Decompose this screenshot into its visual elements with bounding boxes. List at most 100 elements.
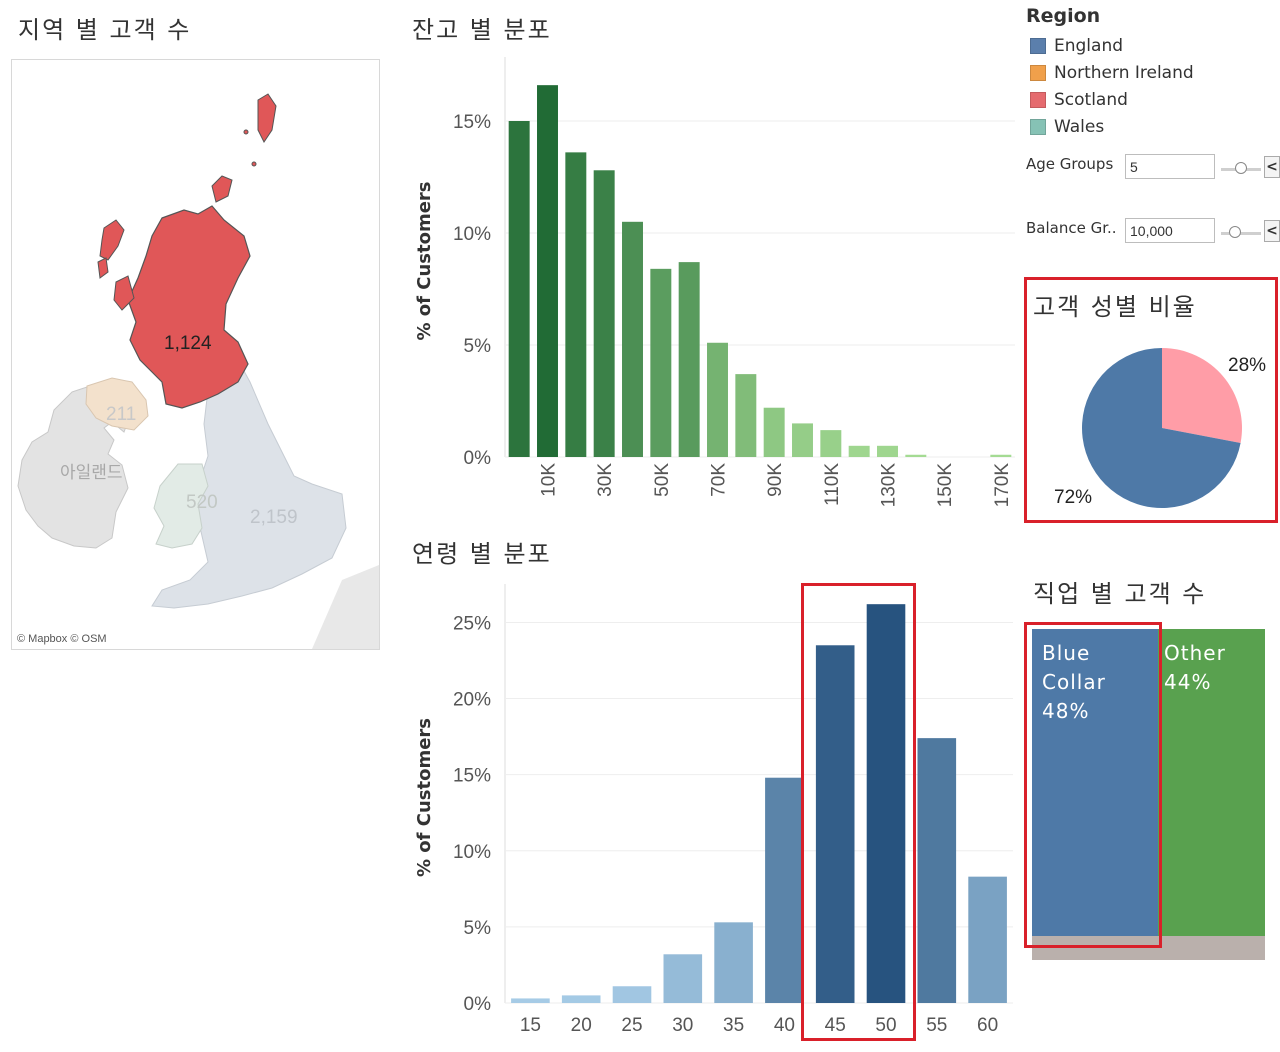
bar[interactable] — [565, 152, 587, 458]
x-tick-label: 50 — [875, 1015, 896, 1036]
bar[interactable] — [917, 738, 957, 1003]
gender-pie-chart[interactable]: 28% 72% — [1030, 330, 1276, 520]
bar[interactable] — [866, 604, 906, 1003]
gender-chart-title: 고객 성별 비율 — [1033, 293, 1197, 321]
highlight-age-45-50 — [801, 583, 916, 1041]
y-tick-label: 15% — [453, 766, 491, 787]
slider-track — [1221, 232, 1261, 235]
shetland-islet — [243, 129, 249, 135]
ireland-shape[interactable] — [17, 381, 131, 549]
age-groups-label: Age Groups — [1026, 155, 1114, 173]
legend-item-northern-ireland[interactable]: Northern Ireland — [1030, 61, 1194, 85]
x-tick-label: 110K — [822, 463, 843, 506]
bar[interactable] — [622, 221, 643, 457]
wales-shape[interactable] — [153, 463, 209, 549]
x-tick-label: 10K — [539, 463, 560, 497]
age-groups-input[interactable] — [1125, 154, 1215, 179]
northern-ireland-count-label: 211 — [106, 404, 136, 425]
bar[interactable] — [663, 954, 703, 1003]
bar[interactable] — [968, 876, 1007, 1003]
highlight-gender-panel — [1024, 277, 1278, 523]
ireland-label: 아일랜드 — [60, 463, 123, 483]
age-distribution-chart[interactable]: 0% 5% 10% 15% 20% 25% % of Customers 15 20 25 30 35… — [405, 578, 1020, 1048]
blue-collar-label: Blue Collar 48% — [1042, 639, 1106, 726]
bar[interactable] — [848, 445, 870, 457]
bar[interactable] — [765, 777, 804, 1003]
legend-label: Wales — [1054, 117, 1105, 137]
bar[interactable] — [508, 121, 530, 457]
x-tick-label: 30K — [595, 463, 616, 497]
shetland-shape — [257, 93, 277, 143]
y-tick-label: 15% — [453, 112, 491, 133]
isle-shape — [97, 257, 109, 279]
occupation-treemap[interactable]: Blue Collar 48% Other 44% — [1032, 629, 1265, 960]
bar[interactable] — [735, 374, 757, 457]
legend-item-wales[interactable]: Wales — [1030, 115, 1104, 139]
y-axis-title: % of Customers — [414, 718, 435, 877]
treemap-tile-other[interactable]: Other 44% — [1158, 629, 1265, 936]
wales-count-label: 520 — [186, 492, 218, 513]
balance-groups-slider[interactable] — [1221, 221, 1261, 241]
age-groups-slider[interactable] — [1221, 157, 1261, 177]
map-attribution[interactable]: © Mapbox © OSM — [17, 633, 107, 645]
bar[interactable] — [905, 454, 927, 457]
bar[interactable] — [612, 986, 652, 1003]
bar[interactable] — [511, 998, 550, 1003]
region-map[interactable]: 1,124 211 아일랜드 520 2,159 © Mapbox © OSM — [11, 59, 380, 650]
slider-thumb[interactable] — [1229, 226, 1241, 238]
balance-groups-input[interactable] — [1125, 218, 1215, 243]
y-tick-label: 20% — [453, 690, 491, 711]
bar[interactable] — [714, 922, 753, 1003]
x-tick-label: 90K — [765, 463, 786, 497]
legend-swatch — [1030, 92, 1046, 108]
y-axis-title: % of Customers — [414, 181, 435, 340]
legend-swatch — [1030, 38, 1046, 54]
bar[interactable] — [792, 423, 813, 457]
bar[interactable] — [877, 445, 898, 457]
x-tick-label: 35 — [723, 1015, 744, 1036]
slider-thumb[interactable] — [1235, 162, 1247, 174]
england-count-label: 2,159 — [250, 507, 298, 528]
other-label: Other 44% — [1164, 639, 1226, 697]
bar[interactable] — [820, 430, 842, 457]
other-pct: 44% — [1164, 670, 1212, 694]
y-tick-label: 5% — [464, 336, 492, 357]
balance-chart-title: 잔고 별 분포 — [412, 16, 552, 44]
treemap-tile-blue-collar[interactable]: Blue Collar 48% — [1032, 629, 1158, 936]
x-tick-label: 20 — [571, 1015, 592, 1036]
legend-item-england[interactable]: England — [1030, 34, 1123, 58]
bar[interactable] — [650, 268, 672, 457]
scotland-shape[interactable] — [127, 205, 251, 409]
bar[interactable] — [593, 170, 615, 457]
fair-isle — [251, 161, 257, 167]
bar[interactable] — [561, 995, 601, 1003]
bar[interactable] — [678, 262, 700, 457]
highlight-blue-collar — [1024, 622, 1162, 948]
legend-label: Northern Ireland — [1054, 63, 1194, 83]
x-tick-label: 25 — [621, 1015, 642, 1036]
uk-map-svg: 1,124 211 아일랜드 520 2,159 — [17, 93, 379, 649]
pie-slice[interactable] — [1082, 348, 1241, 508]
balance-distribution-chart[interactable]: 0% 5% 10% 15% % of Customers 10K 30K 50K 70K 90K 1… — [405, 55, 1020, 525]
x-tick-label: 70K — [709, 463, 730, 497]
y-tick-label: 25% — [453, 613, 491, 634]
pie-label-male: 72% — [1054, 487, 1092, 508]
age-groups-decrement-button[interactable]: < — [1264, 156, 1280, 178]
balance-groups-decrement-button[interactable]: < — [1264, 220, 1280, 242]
x-tick-label: 55 — [926, 1015, 947, 1036]
bar[interactable] — [537, 85, 558, 457]
age-chart-title: 연령 별 분포 — [412, 540, 552, 568]
skye-shape — [113, 275, 135, 311]
northern-ireland-shape[interactable] — [85, 377, 149, 431]
x-tick-label: 130K — [879, 463, 900, 508]
x-tick-label: 40 — [774, 1015, 795, 1036]
pie-slice[interactable] — [1162, 348, 1242, 443]
x-tick-label: 30 — [672, 1015, 693, 1036]
treemap-tile-remaining[interactable] — [1032, 936, 1265, 960]
bar[interactable] — [815, 645, 855, 1003]
bar[interactable] — [707, 342, 728, 457]
legend-item-scotland[interactable]: Scotland — [1030, 88, 1128, 112]
bar[interactable] — [763, 407, 785, 457]
y-tick-label: 0% — [464, 994, 492, 1015]
bar[interactable] — [990, 454, 1012, 457]
